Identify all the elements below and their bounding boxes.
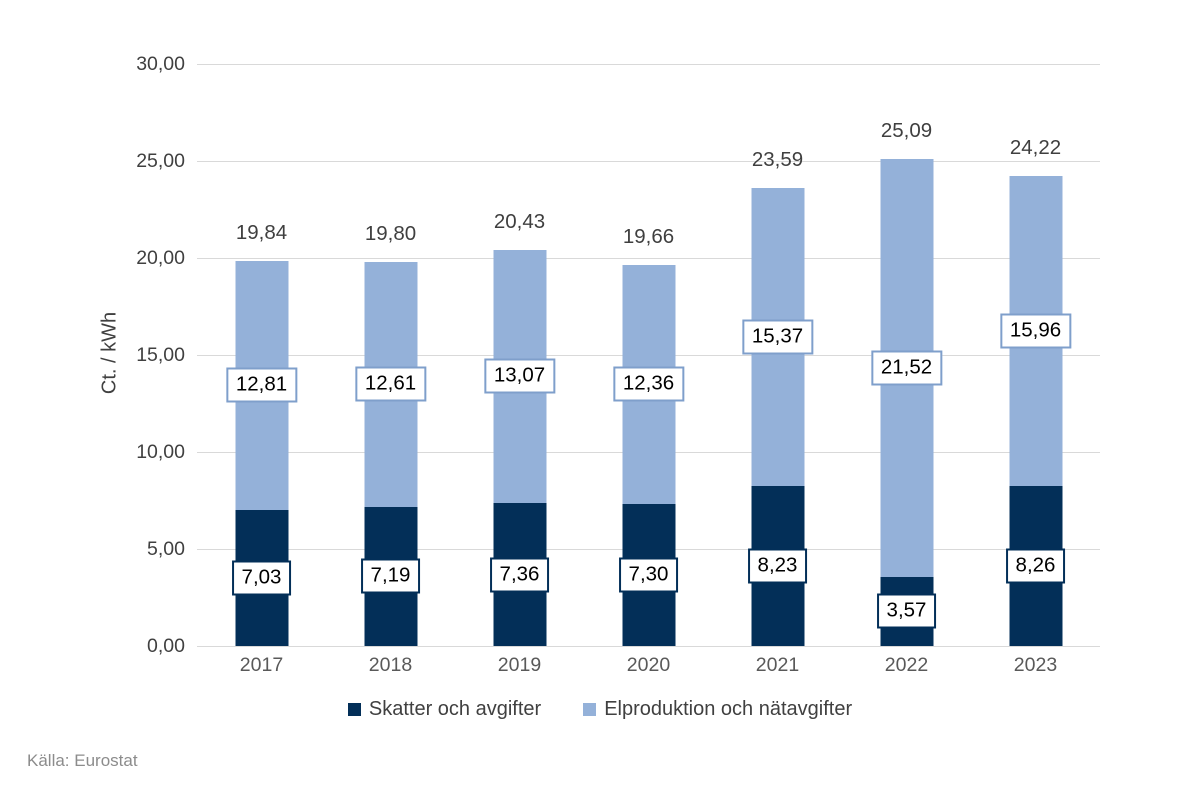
legend-label-skatter: Skatter och avgifter xyxy=(368,698,542,720)
x-tick-label: 2020 xyxy=(626,654,671,676)
category-band: 3,57 21,52 25,09 2022 xyxy=(842,64,971,676)
gridline xyxy=(197,63,1100,65)
segment-label-elproduktion: 15,37 xyxy=(741,319,814,355)
y-tick-label: 5,00 xyxy=(147,538,185,560)
gridline xyxy=(197,257,1100,259)
y-tick-label: 25,00 xyxy=(136,150,185,172)
legend-swatch-skatter-icon xyxy=(347,703,361,716)
legend-label-elproduktion: Elproduktion och nätavgifter xyxy=(604,698,853,720)
category-band: 7,36 13,07 20,43 2019 xyxy=(455,64,584,676)
legend-item-skatter: Skatter och avgifter xyxy=(347,698,542,721)
plot-area: 7,03 12,81 19,84 2017 7,19 12,61 19,80 2018 7,36… xyxy=(197,63,1100,676)
segment-label-skatter: 7,36 xyxy=(489,557,550,593)
legend-item-elproduktion: Elproduktion och nätavgifter xyxy=(583,698,852,721)
y-tick-label: 15,00 xyxy=(136,344,185,366)
total-label: 19,80 xyxy=(364,221,417,245)
segment-label-skatter: 7,30 xyxy=(618,557,679,593)
segment-label-skatter: 8,23 xyxy=(747,548,808,584)
legend: Skatter och avgifter Elproduktion och nä… xyxy=(0,698,1200,721)
segment-label-skatter: 7,03 xyxy=(231,560,292,596)
segment-label-elproduktion: 21,52 xyxy=(870,350,943,386)
total-label: 20,43 xyxy=(493,209,546,233)
category-band: 7,30 12,36 19,66 2020 xyxy=(584,64,713,676)
segment-label-elproduktion: 12,61 xyxy=(354,366,427,402)
total-label: 24,22 xyxy=(1009,136,1062,160)
total-label: 19,66 xyxy=(622,224,675,248)
segment-label-elproduktion: 12,81 xyxy=(225,367,298,403)
gridline xyxy=(197,160,1100,162)
y-tick-label: 30,00 xyxy=(136,53,185,75)
source-note: Källa: Eurostat xyxy=(27,751,138,770)
segment-label-skatter: 8,26 xyxy=(1005,548,1066,584)
segment-label-skatter: 7,19 xyxy=(360,558,421,594)
x-tick-label: 2023 xyxy=(1013,654,1058,676)
segment-label-elproduktion: 12,36 xyxy=(612,366,685,402)
x-tick-label: 2018 xyxy=(368,654,413,676)
category-band: 8,23 15,37 23,59 2021 xyxy=(713,64,842,676)
category-band: 7,19 12,61 19,80 2018 xyxy=(326,64,455,676)
y-tick-label: 20,00 xyxy=(136,247,185,269)
total-label: 23,59 xyxy=(751,148,804,172)
y-tick-label: 10,00 xyxy=(136,441,185,463)
x-tick-label: 2021 xyxy=(755,654,800,676)
segment-label-skatter: 3,57 xyxy=(876,593,937,629)
total-label: 25,09 xyxy=(880,119,933,143)
x-tick-label: 2022 xyxy=(884,654,929,676)
x-tick-label: 2019 xyxy=(497,654,542,676)
x-tick-label: 2017 xyxy=(239,654,284,676)
segment-label-elproduktion: 13,07 xyxy=(483,358,556,394)
segment-label-elproduktion: 15,96 xyxy=(999,313,1072,349)
gridline xyxy=(197,645,1100,647)
y-tick-label: 0,00 xyxy=(147,635,185,657)
category-band: 7,03 12,81 19,84 2017 xyxy=(197,64,326,676)
total-label: 19,84 xyxy=(235,221,288,245)
category-band: 8,26 15,96 24,22 2023 xyxy=(971,64,1100,676)
legend-swatch-elproduktion-icon xyxy=(583,703,597,716)
